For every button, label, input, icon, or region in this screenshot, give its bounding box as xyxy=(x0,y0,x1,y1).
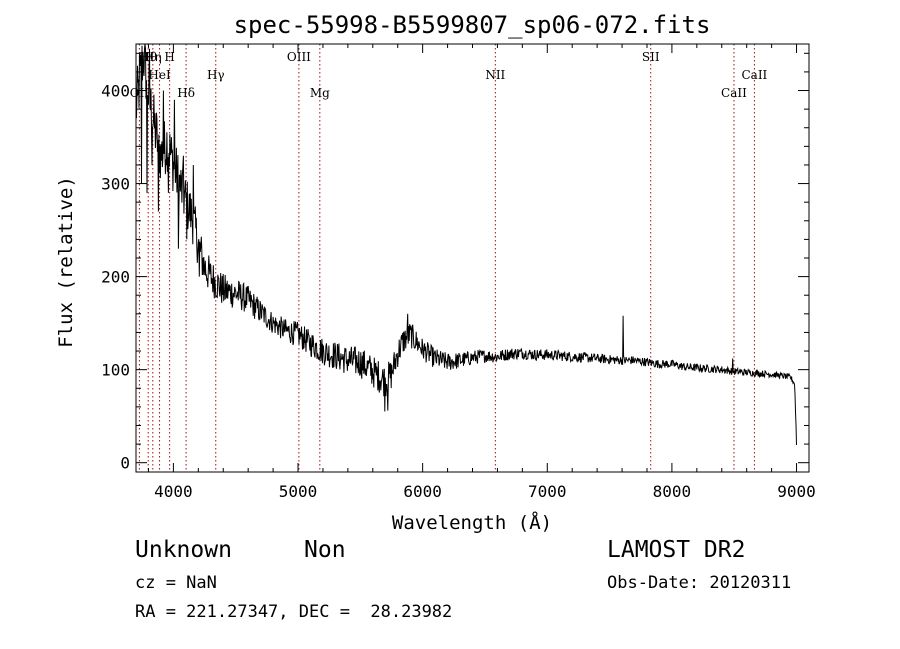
spectrum-layer xyxy=(135,43,797,446)
cz-value: cz = NaN xyxy=(135,573,217,593)
x-tick-label: 4000 xyxy=(154,482,193,501)
chart-title: spec-55998-B5599807_sp06-072.fits xyxy=(234,11,711,39)
x-tick-label: 8000 xyxy=(653,482,692,501)
y-tick-label: 400 xyxy=(101,82,130,101)
obs-date: Obs-Date: 20120311 xyxy=(607,573,792,593)
y-tick-label: 300 xyxy=(101,175,130,194)
spectral-line-label: H xyxy=(164,50,174,64)
x-tick-label: 6000 xyxy=(403,482,442,501)
plot-frame xyxy=(135,43,810,473)
y-tick-label: 0 xyxy=(120,454,130,473)
x-tick-label: 9000 xyxy=(777,482,816,501)
spectrum-chart: spec-55998-B5599807_sp06-072.fits OIIHθH… xyxy=(55,11,816,534)
spectral-line-label: NII xyxy=(485,68,505,82)
spectral-line-label: CaII xyxy=(721,86,747,100)
survey-label: LAMOST DR2 xyxy=(607,537,746,563)
x-axis-label: Wavelength (Å) xyxy=(392,511,552,534)
y-tick-label: 200 xyxy=(101,268,130,287)
spectral-line-label: Hγ xyxy=(207,68,225,82)
x-tick-label: 7000 xyxy=(528,482,567,501)
spectral-line-label: OIII xyxy=(287,50,311,64)
spectrum-line xyxy=(135,43,797,446)
spectral-line-label: Hδ xyxy=(177,86,195,100)
object-subclass: Non xyxy=(304,537,346,563)
y-tick-label: 100 xyxy=(101,361,130,380)
axis-ticks-layer: 4000 5000 6000 7000 8000 9000 0 100 200 300 400 xyxy=(101,44,816,501)
spectral-line-label: Hη xyxy=(144,50,162,64)
object-class: Unknown xyxy=(135,537,232,563)
spectral-line-label: Mg xyxy=(310,86,330,100)
x-tick-label: 5000 xyxy=(279,482,318,501)
y-axis-label: Flux (relative) xyxy=(55,176,77,348)
coordinates: RA = 221.27347, DEC = 28.23982 xyxy=(135,602,453,622)
spectral-line-label: HeI xyxy=(148,68,171,82)
spectral-line-label: SII xyxy=(642,50,660,64)
spectral-line-label: CaII xyxy=(741,68,767,82)
